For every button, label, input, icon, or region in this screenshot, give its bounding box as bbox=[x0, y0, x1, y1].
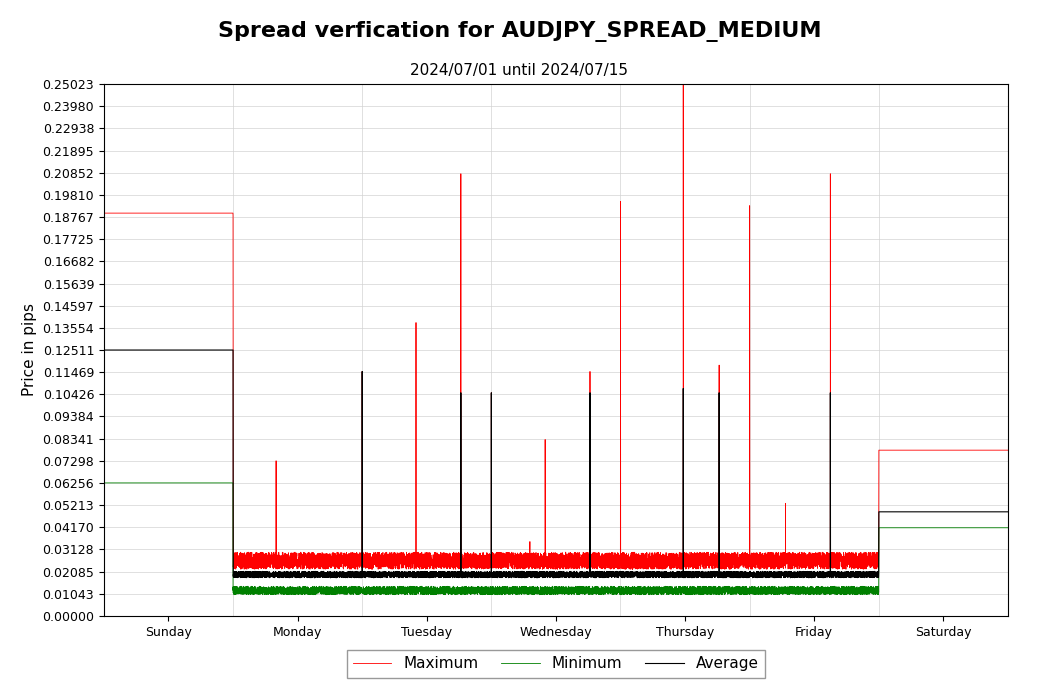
Text: 2024/07/01 until 2024/07/15: 2024/07/01 until 2024/07/15 bbox=[410, 63, 629, 78]
Maximum bbox=[220, 209, 233, 217]
Line: Average: Average bbox=[104, 350, 1008, 578]
Line: Maximum: Maximum bbox=[104, 85, 1008, 569]
Average bbox=[341, 573, 353, 581]
Maximum bbox=[1002, 446, 1014, 454]
Average bbox=[118, 346, 131, 354]
Minimum bbox=[638, 591, 650, 599]
Minimum bbox=[777, 587, 790, 596]
Minimum bbox=[220, 479, 233, 487]
Minimum bbox=[341, 582, 353, 591]
Minimum bbox=[355, 588, 368, 596]
Maximum bbox=[777, 550, 790, 558]
Maximum bbox=[118, 209, 131, 217]
Minimum bbox=[678, 582, 691, 591]
Legend: Maximum, Minimum, Average: Maximum, Minimum, Average bbox=[347, 650, 765, 678]
Minimum bbox=[98, 479, 110, 487]
Minimum bbox=[118, 479, 131, 487]
Average bbox=[1002, 508, 1014, 516]
Minimum bbox=[1002, 524, 1014, 532]
Maximum bbox=[678, 559, 691, 567]
Maximum bbox=[341, 556, 353, 564]
Y-axis label: Price in pips: Price in pips bbox=[22, 304, 36, 396]
Maximum bbox=[677, 80, 690, 89]
Maximum bbox=[355, 556, 368, 565]
Maximum bbox=[674, 565, 687, 573]
Line: Minimum: Minimum bbox=[104, 483, 1008, 595]
Average bbox=[98, 346, 110, 354]
Average bbox=[720, 573, 732, 582]
Average bbox=[777, 569, 790, 577]
Average bbox=[220, 346, 233, 354]
Maximum bbox=[98, 209, 110, 217]
Text: Spread verfication for AUDJPY_SPREAD_MEDIUM: Spread verfication for AUDJPY_SPREAD_MED… bbox=[218, 21, 821, 42]
Average bbox=[677, 570, 690, 579]
Average bbox=[355, 571, 368, 580]
